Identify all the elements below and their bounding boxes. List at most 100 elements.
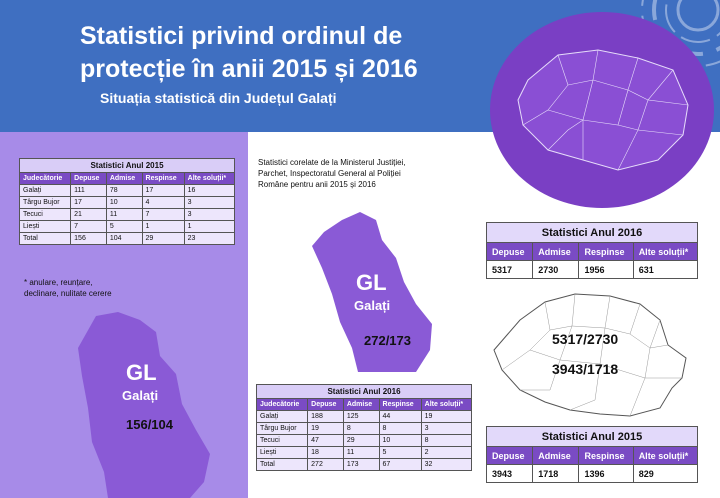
table-cell: Târgu Bujor [255, 422, 309, 435]
county-ratio-mid: 272/173 [364, 333, 411, 348]
romania-counties-circle-map [490, 12, 714, 208]
table-cell: 2 [420, 446, 473, 459]
table-row: Târgu Bujor 19 8 8 3 [255, 422, 473, 435]
col-header: Respinse [378, 398, 422, 411]
table-cell: 1956 [578, 260, 634, 279]
table-cell: 5 [105, 220, 143, 233]
table-cell: 125 [342, 410, 380, 423]
table-2015-courts: Statistici Anul 2015 Judecătorie Depuse … [18, 158, 236, 245]
col-header: Judecătorie [255, 398, 309, 411]
table-cell: Total [255, 458, 309, 471]
county-name-mid: Galați [354, 298, 391, 313]
table-cell: 7 [70, 220, 107, 233]
table-row: Total 272 173 67 32 [255, 458, 473, 471]
table-cell: 19 [420, 410, 473, 423]
table-cell: Târgu Bujor [18, 196, 72, 209]
source-note: Statistici corelate de la Ministerul Jus… [258, 158, 406, 189]
table-cell: 23 [183, 232, 236, 245]
table-title: Statistici Anul 2016 [256, 384, 472, 399]
county-name-left: Galați [122, 388, 159, 403]
galati-county-shape-left [78, 312, 210, 498]
col-header: Admise [105, 172, 143, 185]
romania-ratio-2016: 5317/2730 [552, 331, 619, 347]
table-cell: 111 [70, 184, 107, 197]
table-cell: 67 [378, 458, 422, 471]
table-row: 3943 1718 1396 829 [485, 464, 699, 483]
table-row: Total 156 104 29 23 [18, 232, 236, 245]
table-title: Statistici Anul 2016 [486, 222, 698, 243]
table-cell: 10 [105, 196, 143, 209]
table-row: Galați 188 125 44 19 [255, 410, 473, 423]
table-cell: 1 [183, 220, 236, 233]
page-title-line1: Statistici privind ordinul de [80, 22, 403, 50]
col-header: Admise [342, 398, 380, 411]
col-header: Depuse [307, 398, 344, 411]
table-cell: 44 [378, 410, 422, 423]
table-cell: 188 [307, 410, 344, 423]
table-cell: 3943 [485, 464, 534, 483]
galati-county-shape-mid [312, 212, 432, 372]
table-cell: 829 [632, 464, 699, 483]
col-header: Alte soluții* [632, 242, 699, 261]
table-2015-summary: Statistici Anul 2015 Depuse Admise Respi… [485, 426, 699, 483]
table-cell: 1 [141, 220, 185, 233]
page-title-line2: protecție în anii 2015 și 2016 [80, 55, 418, 83]
table-cell: Tecuci [18, 208, 72, 221]
table-cell: 156 [70, 232, 107, 245]
col-header: Depuse [485, 446, 534, 465]
table-cell: 272 [307, 458, 344, 471]
table-cell: 17 [70, 196, 107, 209]
table-cell: 4 [141, 196, 185, 209]
table-cell: 11 [105, 208, 143, 221]
col-header: Depuse [485, 242, 534, 261]
romania-outline-map [493, 293, 687, 417]
table-2016-summary: Statistici Anul 2016 Depuse Admise Respi… [485, 222, 699, 279]
table-cell: 21 [70, 208, 107, 221]
table-cell: 5317 [485, 260, 534, 279]
table-cell: Tecuci [255, 434, 309, 447]
table-cell: 104 [105, 232, 143, 245]
table-title: Statistici Anul 2015 [19, 158, 235, 173]
table-cell: 8 [420, 434, 473, 447]
col-header: Respinse [578, 242, 634, 261]
table-cell: 32 [420, 458, 473, 471]
county-ratio-left: 156/104 [126, 417, 173, 432]
table-cell: 2730 [532, 260, 580, 279]
table-cell: 3 [183, 196, 236, 209]
table-title: Statistici Anul 2015 [486, 426, 698, 447]
table-cell: Galați [255, 410, 309, 423]
col-header: Respinse [578, 446, 634, 465]
col-header: Alte soluții* [632, 446, 699, 465]
table-row: Tecuci 47 29 10 8 [255, 434, 473, 447]
footnote: * anulare, reunțare, declinare, nulitate… [24, 278, 112, 298]
col-header: Alte soluții* [420, 398, 473, 411]
table-cell: Liești [255, 446, 309, 459]
table-cell: Total [18, 232, 72, 245]
table-row: Târgu Bujor 17 10 4 3 [18, 196, 236, 209]
col-header: Admise [532, 446, 580, 465]
decorative-circles-icon [641, 0, 720, 67]
page-subtitle: Situația statistică din Județul Galați [100, 90, 337, 106]
table-cell: 1718 [532, 464, 580, 483]
table-cell: 10 [378, 434, 422, 447]
table-row: Tecuci 21 11 7 3 [18, 208, 236, 221]
county-code-mid: GL [356, 270, 387, 295]
table-cell: 78 [105, 184, 143, 197]
county-code-left: GL [126, 360, 157, 385]
table-cell: 11 [342, 446, 380, 459]
table-cell: 16 [183, 184, 236, 197]
col-header: Depuse [70, 172, 107, 185]
table-cell: 3 [183, 208, 236, 221]
romania-ratio-2015: 3943/1718 [552, 361, 619, 377]
table-cell: 8 [342, 422, 380, 435]
table-cell: 5 [378, 446, 422, 459]
table-cell: 17 [141, 184, 185, 197]
table-cell: 18 [307, 446, 344, 459]
table-cell: 631 [632, 260, 699, 279]
table-cell: 1396 [578, 464, 634, 483]
table-cell: 47 [307, 434, 344, 447]
col-header: Judecătorie [18, 172, 72, 185]
table-cell: 3 [420, 422, 473, 435]
table-cell: 173 [342, 458, 380, 471]
table-row: Galați 111 78 17 16 [18, 184, 236, 197]
